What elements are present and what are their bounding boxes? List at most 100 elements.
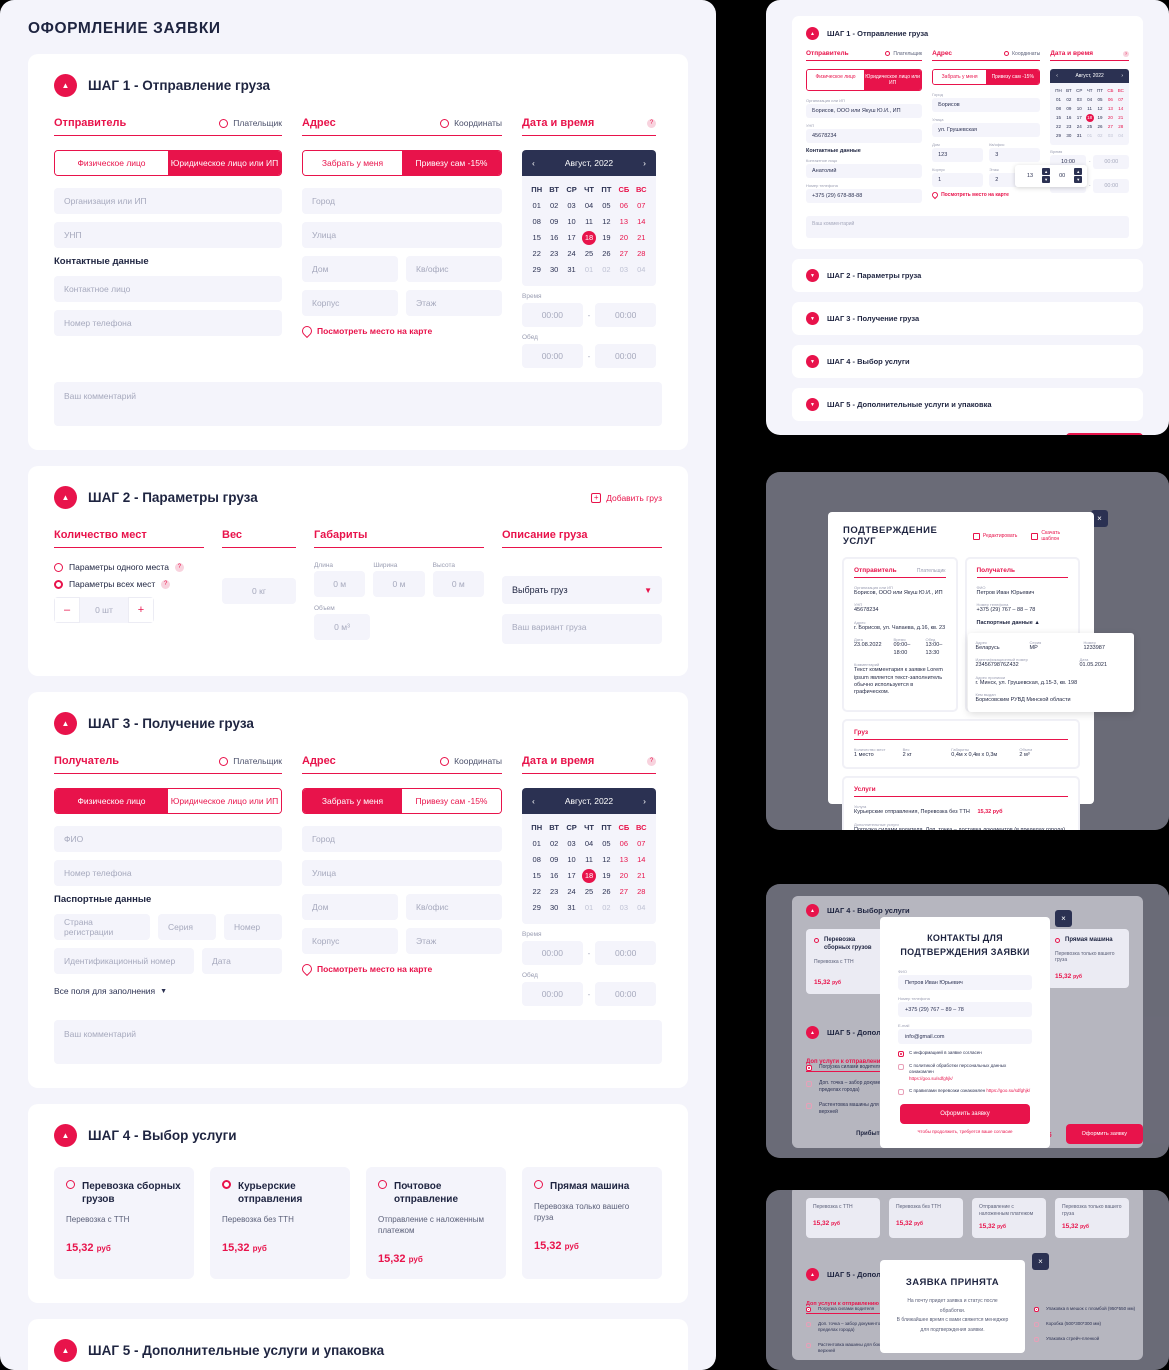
receiver-comment-textarea[interactable]: Ваш комментарий [54, 1020, 662, 1064]
spinner-minute-arrows[interactable]: ▲ ▼ [1074, 168, 1083, 184]
close-icon[interactable]: × [1032, 1253, 1049, 1270]
day-cell[interactable]: 20 [619, 233, 629, 242]
toggle-pickup[interactable]: Забрать у меня [303, 151, 402, 175]
checkbox-row[interactable]: Доп. точка – забор документов (в предела… [806, 1321, 904, 1333]
city-input[interactable]: Город [302, 188, 502, 214]
panel1-unp-input[interactable]: 45678234 [806, 129, 923, 143]
radio-icon[interactable] [814, 938, 819, 943]
day-cell[interactable]: 22 [532, 887, 541, 896]
radio-icon[interactable] [54, 562, 63, 572]
day-cell[interactable]: 02 [549, 201, 559, 210]
step-1-header[interactable]: ▲ ШАГ 1 - Отправление груза [54, 74, 662, 97]
panel1-step4-row[interactable]: ▼ ШАГ 4 - Выбор услуги [792, 345, 1143, 378]
phone-input[interactable]: Номер телефона [54, 310, 282, 336]
chevron-up-icon[interactable]: ▲ [54, 712, 77, 735]
day-cell[interactable]: 16 [549, 233, 559, 242]
day-cell[interactable]: 02 [602, 903, 611, 912]
apartment-input[interactable]: Кв/офис [406, 256, 502, 282]
ident-input[interactable]: Идентификационный номер [54, 948, 194, 974]
consent-row-2[interactable]: С политикой обработки персональных данны… [898, 1063, 1032, 1082]
volume-input[interactable]: 0 м³ [314, 614, 371, 640]
cargo-select[interactable]: Выбрать груз ▼ [502, 576, 662, 604]
submit-order-button[interactable]: Оформить заявку [1065, 1124, 1143, 1144]
day-cell[interactable]: 31 [567, 265, 576, 274]
chevron-down-icon[interactable]: ▼ [806, 269, 819, 282]
download-template-button[interactable]: Скачать шаблон [1031, 530, 1079, 542]
block-input[interactable]: Корпус [302, 290, 398, 316]
day-cell[interactable]: 24 [1076, 124, 1082, 129]
checkbox-icon[interactable] [1034, 1322, 1039, 1327]
panel1-payer-option[interactable]: Плательщик [885, 51, 922, 57]
contacts-phone-input[interactable]: +375 (29) 767 – 89 – 78 [898, 1002, 1032, 1017]
panel1-phone-input[interactable]: +375 (29) 678-88-88 [806, 189, 923, 203]
submit-order-button[interactable]: Оформить заявку [1065, 433, 1143, 435]
day-cell[interactable]: 31 [567, 903, 576, 912]
receiver-view-on-map-link[interactable]: Посмотреть место на карте [299, 961, 502, 977]
close-icon[interactable]: × [1091, 510, 1108, 527]
receiver-payer-option[interactable]: Плательщик [219, 756, 282, 766]
day-cell[interactable]: 23 [549, 249, 559, 258]
day-cell[interactable]: 23 [1066, 124, 1072, 129]
day-cell[interactable]: 28 [1118, 124, 1124, 129]
day-cell[interactable]: 08 [532, 217, 541, 226]
day-cell[interactable]: 25 [584, 887, 594, 896]
help-icon[interactable]: ? [647, 756, 656, 766]
help-icon[interactable]: ? [161, 579, 171, 589]
day-cell[interactable]: 20 [619, 871, 629, 880]
places-stepper[interactable]: – 0 шт + [54, 597, 154, 623]
receiver-city-input[interactable]: Город [302, 826, 502, 852]
day-cell-selected[interactable]: 18 [581, 231, 596, 245]
day-cell[interactable]: 15 [532, 871, 541, 880]
day-cell[interactable]: 07 [1118, 97, 1124, 102]
day-cell[interactable]: 23 [549, 887, 559, 896]
chevron-up-icon[interactable]: ▲ [806, 1026, 819, 1039]
weight-input[interactable]: 0 кг [222, 578, 296, 604]
panel1-block-input[interactable]: 1 [932, 173, 984, 187]
places-count-value[interactable]: 0 шт [80, 597, 128, 623]
edit-button[interactable]: Редактировать [972, 530, 1017, 542]
toggle-selfdeliver[interactable]: Привезу сам -15% [402, 789, 501, 813]
day-cell[interactable]: 16 [549, 871, 559, 880]
panel1-time-to[interactable]: 00:00 [1093, 155, 1129, 169]
day-cell[interactable]: 02 [549, 839, 559, 848]
time-to-input[interactable]: 00:00 [595, 303, 657, 327]
panel4-service-card[interactable]: Перевозка только вашего груза 15,32 руб [1055, 1198, 1129, 1238]
day-cell[interactable]: 22 [532, 249, 541, 258]
panel3-service-card[interactable]: Прямая машина Перевозка только вашего гр… [1047, 929, 1129, 988]
day-cell[interactable]: 03 [567, 839, 576, 848]
panel1-person-input[interactable]: Анатолий [806, 164, 923, 178]
receiver-time-from-input[interactable]: 00:00 [522, 941, 583, 965]
lunch-from-input[interactable]: 00:00 [522, 344, 583, 368]
close-icon[interactable]: × [1055, 910, 1072, 927]
panel1-step2-row[interactable]: ▼ ШАГ 2 - Параметры груза [792, 259, 1143, 292]
checkbox-icon-checked[interactable] [806, 1065, 812, 1071]
sender-payer-option[interactable]: Плательщик [219, 118, 282, 128]
day-cell[interactable]: 25 [584, 249, 594, 258]
panel1-house-input[interactable]: 123 [932, 148, 984, 162]
chevron-up-icon[interactable]: ▲ [806, 904, 819, 917]
day-cell[interactable]: 10 [567, 217, 576, 226]
width-input[interactable]: 0 м [373, 571, 425, 597]
day-cell[interactable]: 21 [637, 233, 646, 242]
day-cell[interactable]: 26 [602, 249, 611, 258]
toggle-selfdeliver[interactable]: Привезу сам -15% [402, 151, 501, 175]
radio-icon[interactable] [66, 1180, 75, 1189]
radio-icon-selected[interactable] [222, 1180, 231, 1189]
chevron-up-icon[interactable]: ▲ [54, 74, 77, 97]
day-cell[interactable]: 30 [1066, 133, 1072, 138]
decrement-button[interactable]: – [54, 597, 80, 623]
time-spinner-popup[interactable]: 13 ▲ ▼ 00 ▲ ▼ [1015, 165, 1088, 187]
step-4-header[interactable]: ▲ ШАГ 4 - Выбор услуги [54, 1124, 662, 1147]
day-cell[interactable]: 11 [585, 217, 593, 226]
passport-date-input[interactable]: Дата [202, 948, 282, 974]
day-cell[interactable]: 24 [567, 249, 576, 258]
number-input[interactable]: Номер [224, 914, 282, 940]
day-cell[interactable]: 22 [1055, 124, 1061, 129]
calendar-next-icon[interactable]: › [643, 158, 646, 168]
arrow-up-icon[interactable]: ▲ [1042, 168, 1051, 175]
day-cell[interactable]: 06 [619, 201, 629, 210]
panel1-address-toggle[interactable]: Забрать у меня Привезу сам -15% [932, 69, 1041, 85]
day-cell[interactable]: 03 [619, 265, 629, 274]
receiver-lunch-to-input[interactable]: 00:00 [595, 982, 657, 1006]
day-cell[interactable]: 29 [1055, 133, 1061, 138]
